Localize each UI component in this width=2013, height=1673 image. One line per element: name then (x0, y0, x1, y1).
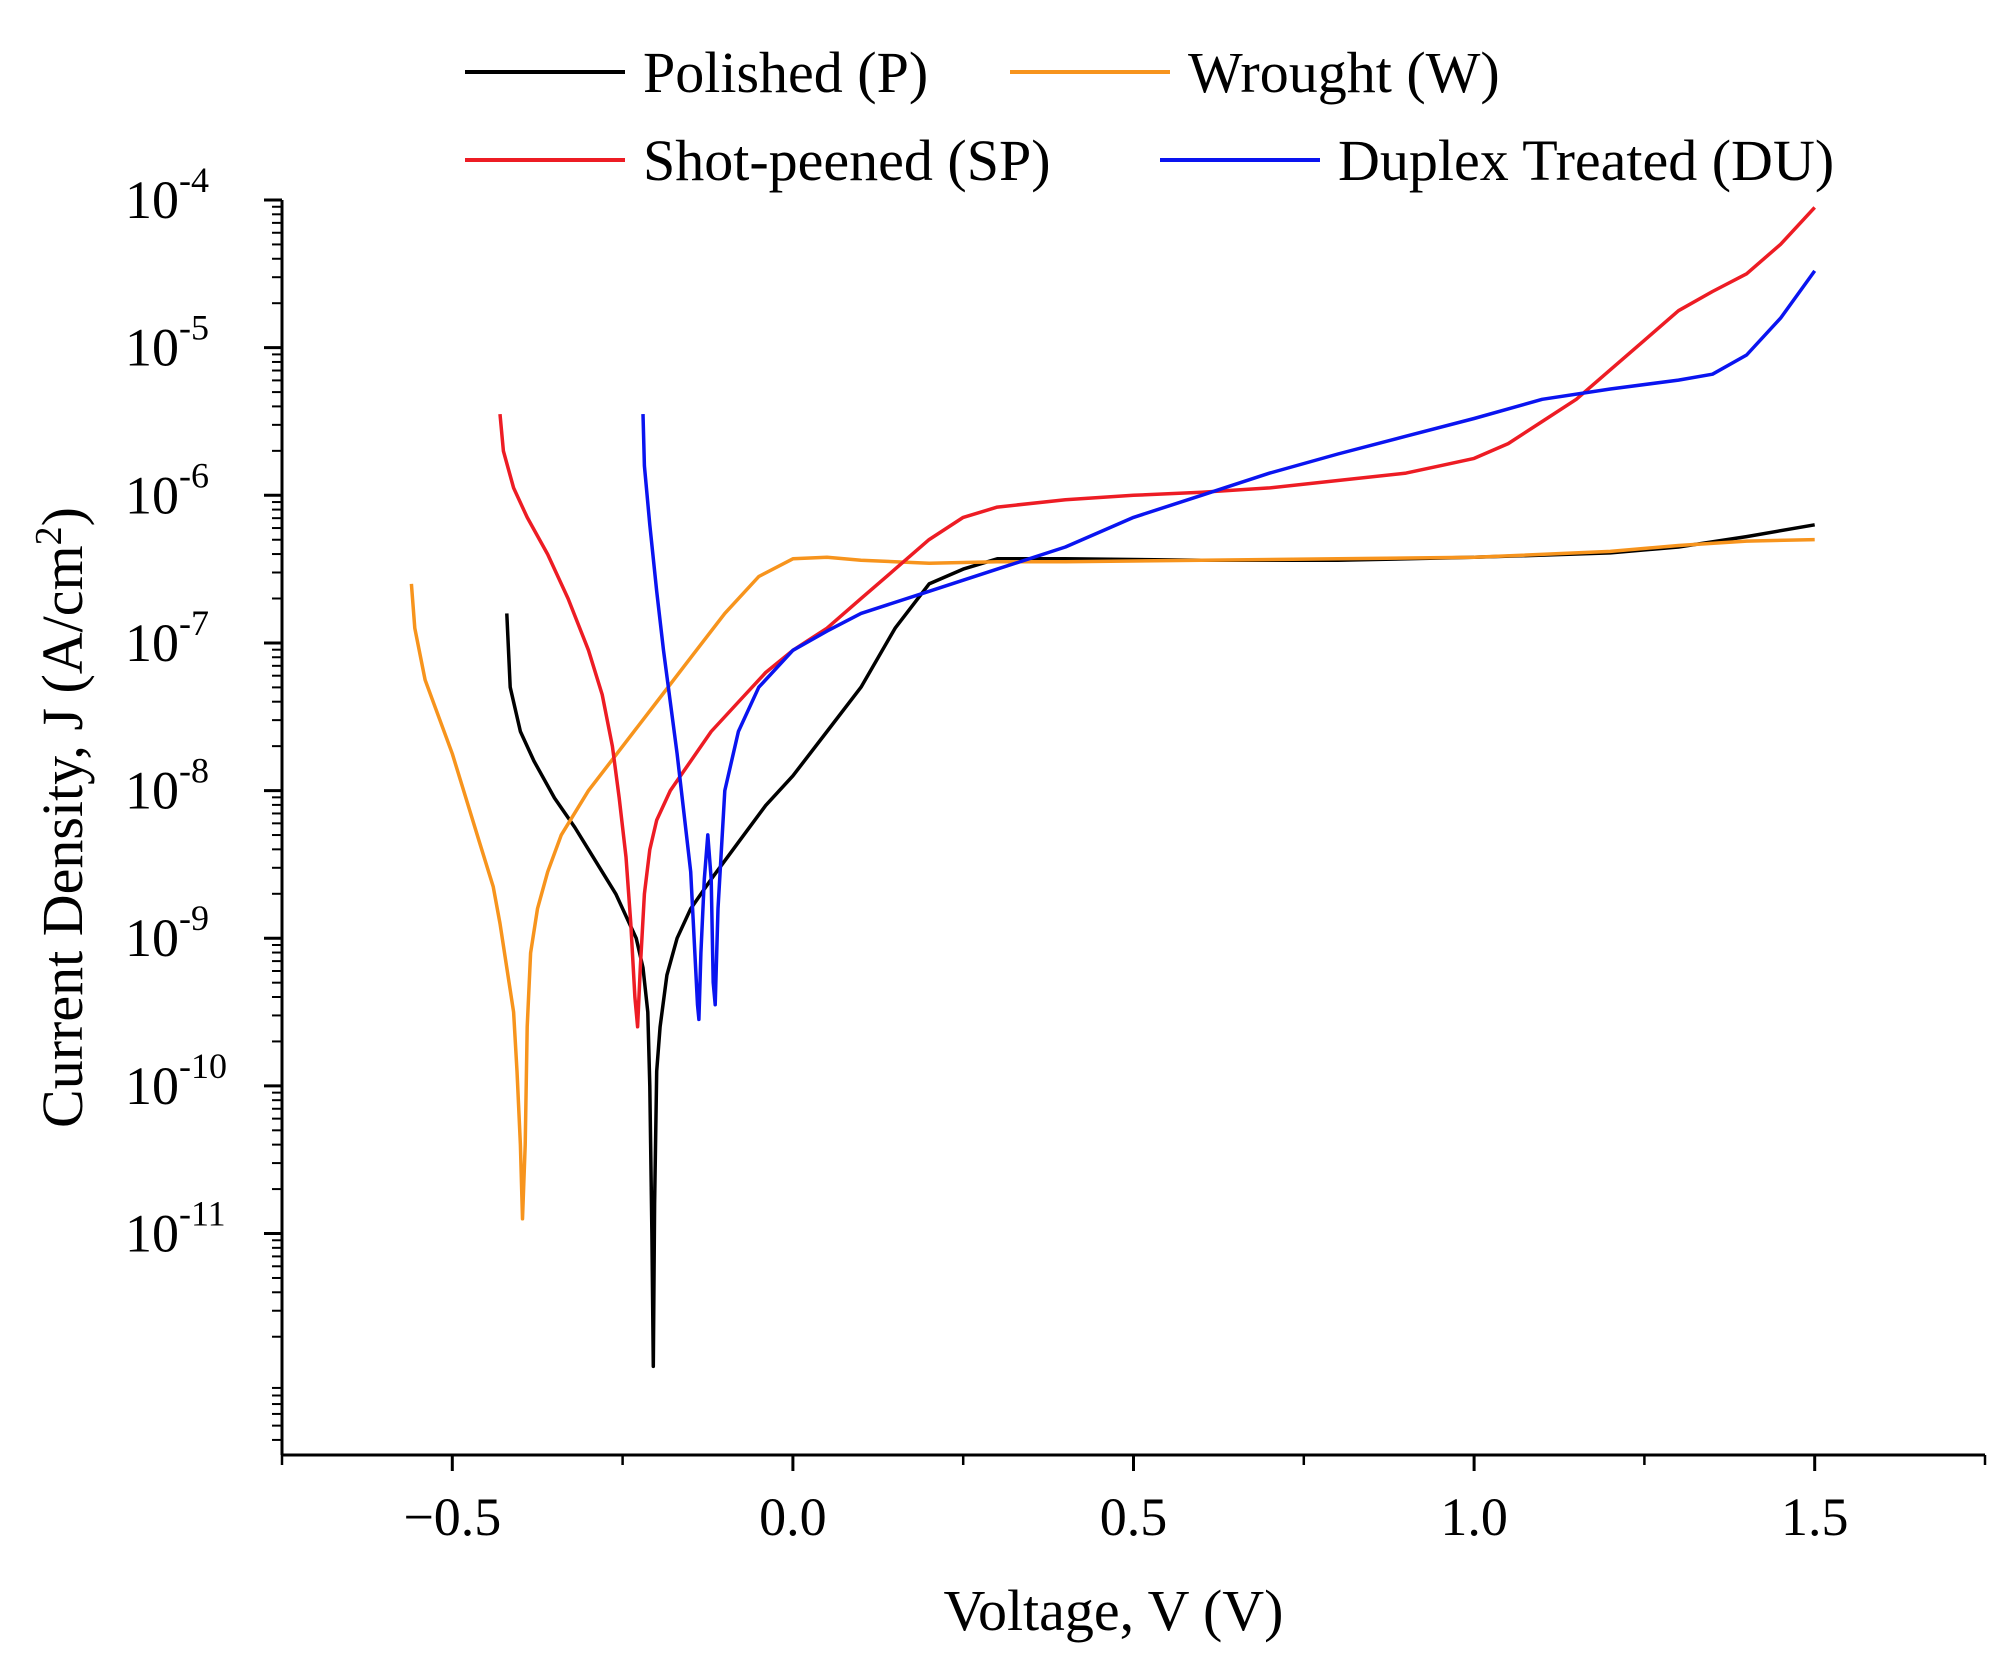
y-tick-label: 10-10 (125, 1046, 227, 1116)
y-ticks: 10-4 10-5 10-6 10-7 10-8 10-9 10-10 10-11 (125, 160, 282, 1441)
y-tick-label: 10-5 (125, 308, 209, 378)
y-tick-label: 10-8 (125, 751, 209, 821)
series-line-shot-peened-sp (498, 206, 1816, 1029)
legend: Polished (P) Wrought (W) Shot-peened (SP) D… (465, 40, 1834, 193)
x-axis-label: Voltage, V (V) (944, 1578, 1284, 1643)
y-tick-label: 10-6 (125, 455, 209, 525)
legend-label: Shot-peened (SP) (643, 128, 1051, 193)
legend-label: Wrought (W) (1188, 40, 1500, 105)
x-tick-label: −0.5 (403, 1487, 501, 1547)
series-line-wrought-w (409, 537, 1815, 1221)
y-axis-label-text: Current Density, J (A/cm (30, 545, 95, 1128)
series-line-duplex-treated-du (641, 269, 1817, 1022)
legend-label: Duplex Treated (DU) (1338, 128, 1834, 193)
y-axis-label-sup: 2 (28, 526, 70, 545)
y-tick-label: 10-4 (125, 160, 209, 230)
x-tick-label: 0.5 (1100, 1487, 1168, 1547)
y-axis-label-close: ) (30, 507, 95, 526)
x-tick-label: 0.0 (759, 1487, 827, 1547)
legend-label: Polished (P) (643, 40, 928, 105)
y-tick-label: 10-9 (125, 898, 209, 968)
x-tick-label: 1.0 (1440, 1487, 1508, 1547)
series-layer (409, 206, 1817, 1369)
y-tick-label: 10-7 (125, 603, 209, 673)
x-tick-label: 1.5 (1781, 1487, 1849, 1547)
x-ticks: −0.5 0.0 0.5 1.0 1.5 (280, 1455, 1987, 1547)
y-tick-label: 10-11 (125, 1194, 226, 1264)
axes (280, 200, 1985, 1457)
y-axis-label: Current Density, J (A/cm2) (28, 507, 95, 1128)
series-line-polished-p (505, 523, 1815, 1369)
